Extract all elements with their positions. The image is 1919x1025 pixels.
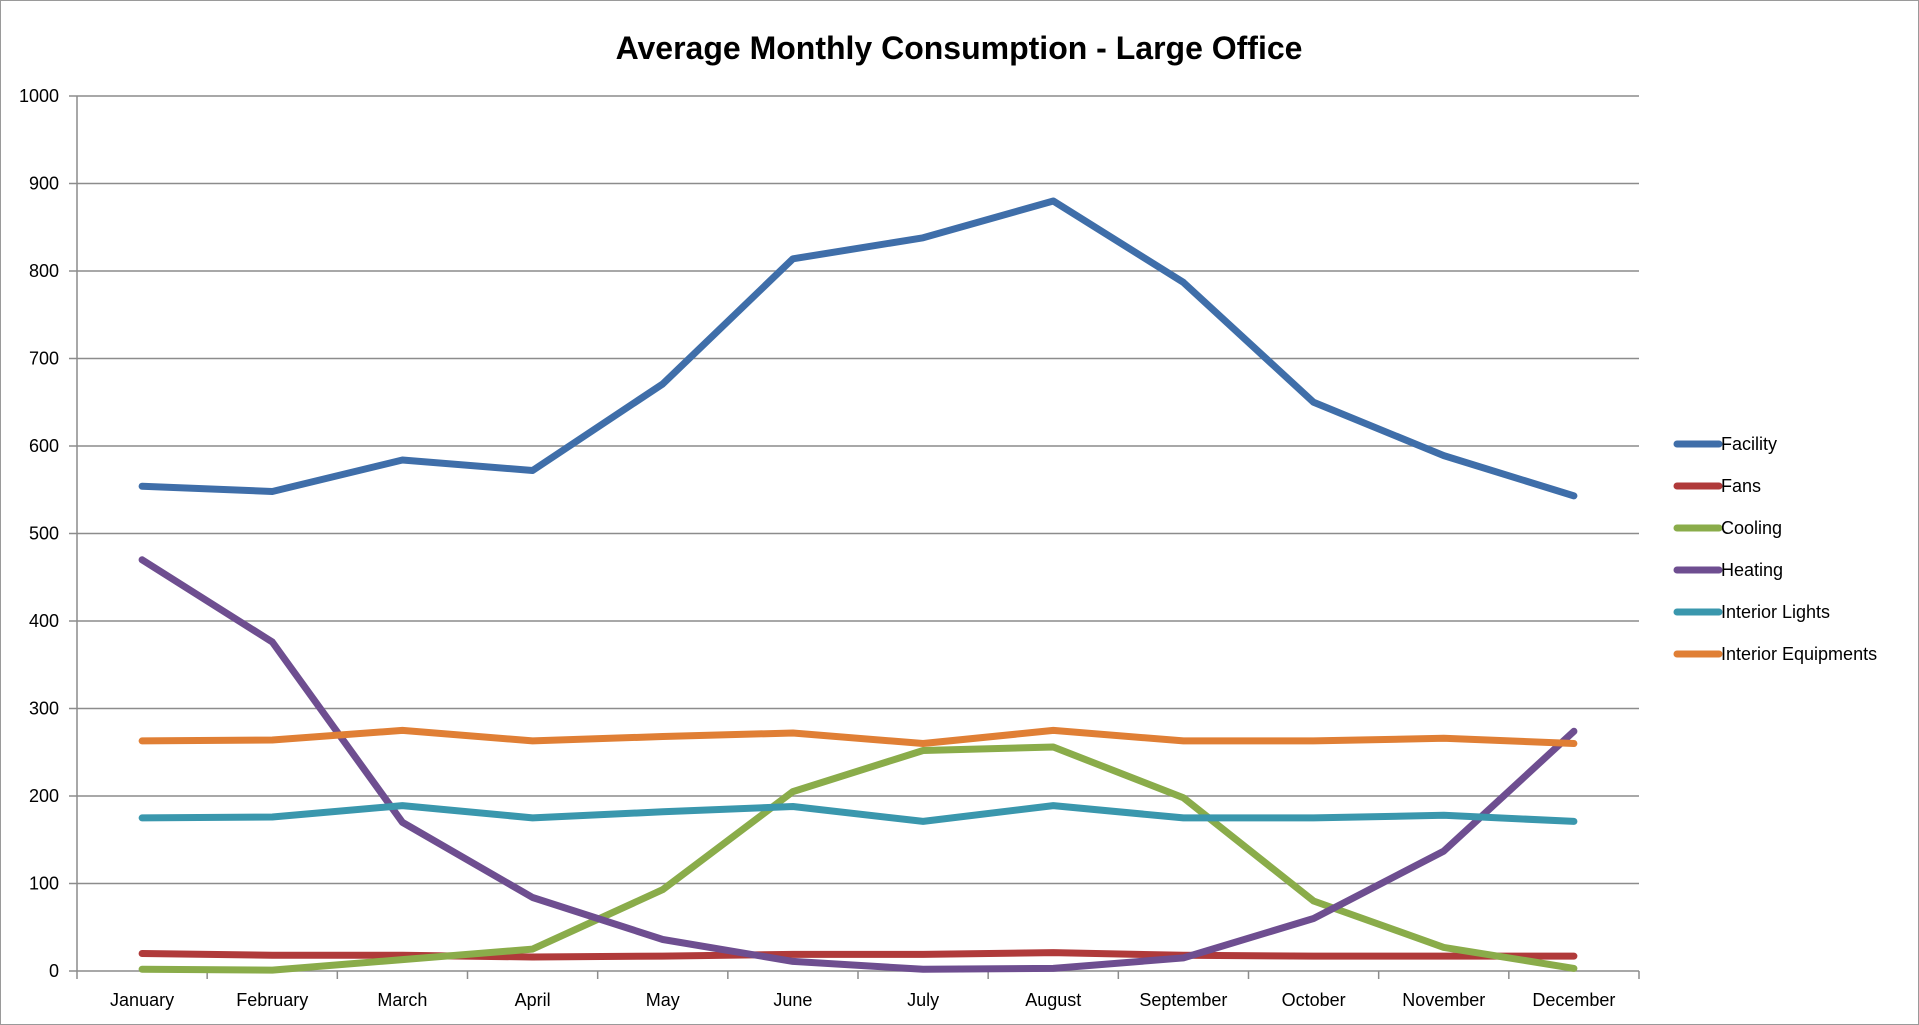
series-lines	[138, 197, 1578, 974]
y-tick-label: 200	[29, 786, 59, 806]
x-tick-label: June	[773, 990, 812, 1010]
y-tick-label: 0	[49, 961, 59, 981]
gridlines	[69, 95, 1640, 979]
x-axis-ticks: January February March April May June July Augu…	[110, 990, 1615, 1010]
chart-title: Average Monthly Consumption - Large Offi…	[616, 30, 1303, 66]
y-tick-label: 300	[29, 699, 59, 719]
y-tick-label: 1000	[19, 86, 59, 106]
x-tick-label: July	[907, 990, 939, 1010]
legend-label: Interior Lights	[1721, 602, 1830, 622]
legend: Facility Fans Cooling Heating Interior Light…	[1673, 434, 1877, 664]
x-tick-label: November	[1402, 990, 1485, 1010]
series-line-heating	[138, 556, 1578, 973]
y-tick-label: 700	[29, 349, 59, 369]
series-line-facility	[138, 197, 1578, 500]
series-line-interior-lights	[138, 802, 1578, 825]
y-tick-label: 800	[29, 261, 59, 281]
legend-label: Cooling	[1721, 518, 1782, 538]
series-line-interior-equipments	[138, 726, 1578, 747]
y-tick-label: 500	[29, 524, 59, 544]
x-tick-label: January	[110, 990, 174, 1010]
x-tick-label: April	[515, 990, 551, 1010]
series-line-cooling	[138, 743, 1578, 974]
x-tick-label: May	[646, 990, 680, 1010]
x-tick-label: February	[236, 990, 308, 1010]
x-tick-label: March	[377, 990, 427, 1010]
x-tick-label: August	[1025, 990, 1081, 1010]
legend-label: Facility	[1721, 434, 1777, 454]
y-tick-label: 600	[29, 436, 59, 456]
y-tick-label: 100	[29, 874, 59, 894]
x-tick-label: October	[1282, 990, 1346, 1010]
legend-label: Interior Equipments	[1721, 644, 1877, 664]
legend-label: Heating	[1721, 560, 1783, 580]
legend-label: Fans	[1721, 476, 1761, 496]
y-axis-ticks: 0 100 200 300 400 500 600 700 800 900 1000	[19, 86, 59, 981]
y-tick-label: 900	[29, 174, 59, 194]
y-tick-label: 400	[29, 611, 59, 631]
x-tick-label: December	[1532, 990, 1615, 1010]
x-tick-label: September	[1139, 990, 1227, 1010]
series-line-fans	[138, 949, 1578, 961]
